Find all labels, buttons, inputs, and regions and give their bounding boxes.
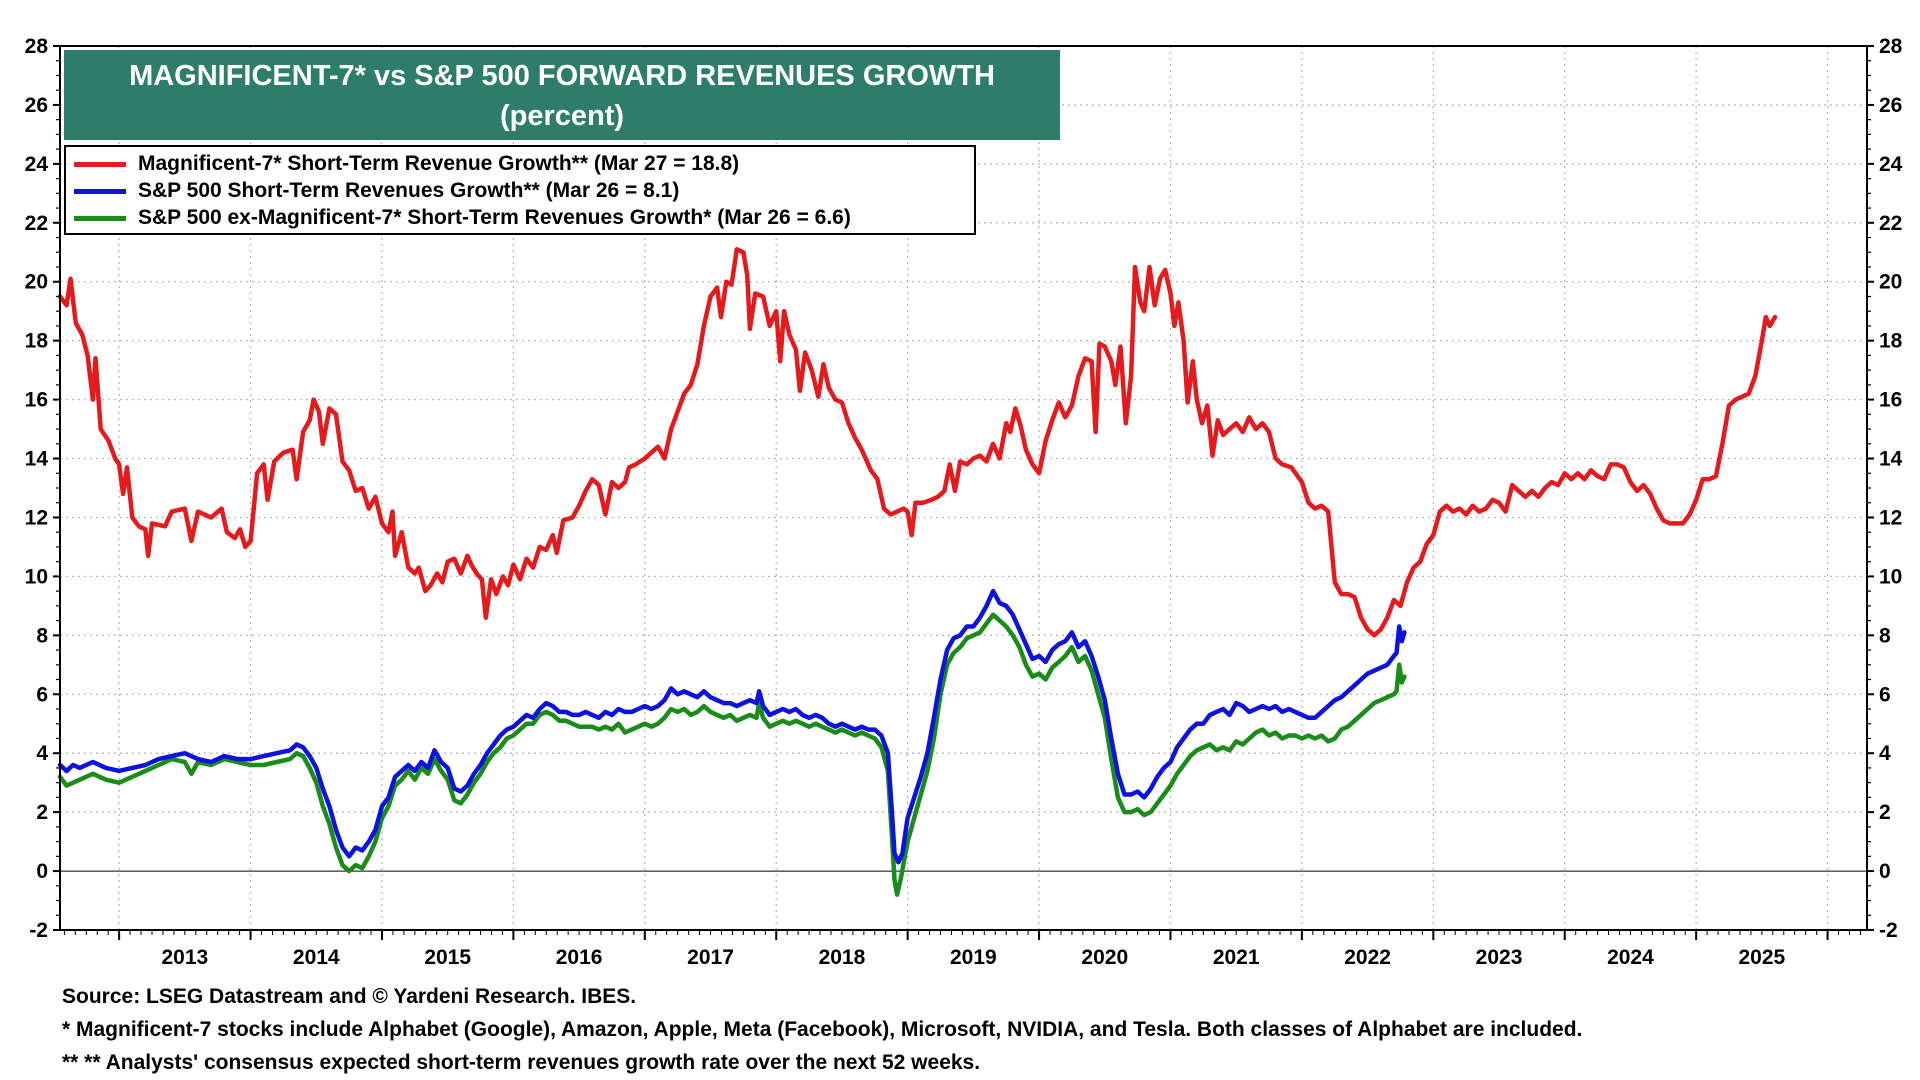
x-tick-label: 2016 (556, 946, 603, 969)
y-tick-label-left: 14 (25, 448, 49, 471)
y-tick-label-left: 24 (25, 153, 49, 176)
x-tick-label: 2024 (1607, 946, 1654, 969)
y-tick-label-right: 28 (1879, 35, 1903, 58)
y-tick-label-left: 22 (25, 212, 48, 235)
series-lines (57, 247, 1778, 897)
axis-ticks (53, 45, 1874, 940)
y-tick-label-left: 8 (36, 624, 48, 647)
x-tick-label: 2018 (819, 946, 866, 969)
series-line-mag7 (57, 247, 1778, 638)
y-tick-label-left: -2 (29, 919, 48, 942)
legend: Magnificent-7* Short-Term Revenue Growth… (64, 145, 976, 235)
y-tick-label-left: 2 (36, 801, 48, 824)
footnote-analysts-consensus: ** ** Analysts' consensus expected short… (62, 1051, 981, 1074)
y-tick-label-left: 4 (36, 742, 48, 765)
series-line-sp500-ex-mag7 (57, 612, 1407, 897)
y-tick-label-right: 18 (1879, 330, 1903, 353)
legend-label-sp500: S&P 500 Short-Term Revenues Growth** (Ma… (138, 179, 680, 202)
x-tick-label: 2025 (1739, 946, 1786, 969)
x-tick-label: 2019 (950, 946, 997, 969)
y-tick-label-right: 4 (1879, 742, 1891, 765)
y-tick-label-right: 12 (1879, 506, 1902, 529)
x-tick-label: 2013 (161, 946, 208, 969)
y-tick-label-left: 26 (25, 94, 48, 117)
y-tick-label-left: 18 (25, 330, 49, 353)
y-tick-label-left: 6 (36, 683, 48, 706)
source-note: Source: LSEG Datastream and © Yardeni Re… (62, 985, 637, 1008)
y-tick-label-right: 16 (1879, 389, 1902, 412)
chart-title-box: MAGNIFICENT-7* vs S&P 500 FORWARD REVENU… (64, 50, 1060, 140)
series-line-sp500 (57, 588, 1407, 865)
x-tick-label: 2014 (293, 946, 340, 969)
x-tick-label: 2017 (687, 946, 734, 969)
y-tick-label-left: 12 (25, 506, 48, 529)
x-axis-labels: 2013 2014 2015 2016 2017 2018 2019 2020 2021 2022… (161, 946, 1785, 969)
y-tick-label-left: 16 (25, 389, 48, 412)
legend-item-sp500-ex-mag7: S&P 500 ex-Magnificent-7* Short-Term Rev… (74, 205, 851, 231)
legend-label-sp500-ex-mag7: S&P 500 ex-Magnificent-7* Short-Term Rev… (138, 206, 851, 229)
y-tick-label-right: 20 (1879, 271, 1902, 294)
y-tick-label-right: 2 (1879, 801, 1891, 824)
y-tick-label-left: 28 (25, 35, 49, 58)
y-tick-label-right: 14 (1879, 448, 1903, 471)
footnote-mag7-definition: * Magnificent-7 stocks include Alphabet … (62, 1018, 1583, 1041)
y-tick-label-right: 6 (1879, 683, 1891, 706)
y-tick-label-left: 20 (25, 271, 48, 294)
y-tick-label-right: -2 (1879, 919, 1898, 942)
y-tick-label-left: 10 (25, 565, 48, 588)
x-tick-label: 2015 (424, 946, 471, 969)
x-tick-label: 2021 (1213, 946, 1260, 969)
y-tick-label-right: 24 (1879, 153, 1903, 176)
x-tick-label: 2023 (1476, 946, 1523, 969)
x-tick-label: 2022 (1344, 946, 1391, 969)
legend-item-mag7: Magnificent-7* Short-Term Revenue Growth… (74, 151, 739, 177)
y-tick-label-right: 8 (1879, 624, 1891, 647)
y-tick-label-left: 0 (36, 860, 48, 883)
legend-swatch-sp500-ex-mag7 (74, 215, 126, 221)
chart-title: MAGNIFICENT-7* vs S&P 500 FORWARD REVENU… (129, 60, 995, 92)
y-tick-label-right: 10 (1879, 565, 1902, 588)
legend-swatch-mag7 (74, 161, 126, 167)
legend-swatch-sp500 (74, 188, 126, 194)
legend-label-mag7: Magnificent-7* Short-Term Revenue Growth… (138, 152, 740, 175)
y-tick-label-right: 0 (1879, 860, 1891, 883)
chart-subtitle: (percent) (499, 100, 625, 132)
y-tick-label-right: 22 (1879, 212, 1902, 235)
legend-item-sp500: S&P 500 Short-Term Revenues Growth** (Ma… (74, 178, 679, 204)
y-tick-label-right: 26 (1879, 94, 1902, 117)
x-tick-label: 2020 (1081, 946, 1128, 969)
footnotes: Source: LSEG Datastream and © Yardeni Re… (62, 980, 1582, 1079)
